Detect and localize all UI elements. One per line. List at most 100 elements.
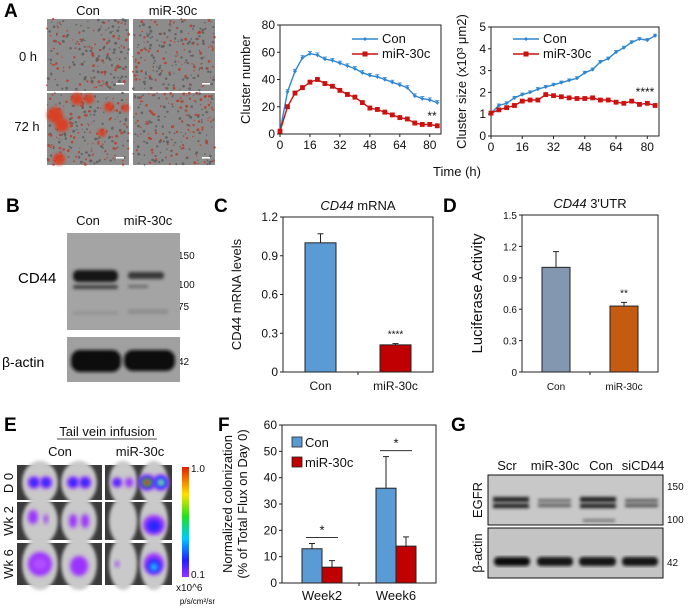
y-tick-label: 1.2 [261, 210, 278, 224]
panel-e-imaging: Tail vein infusion Con miR-30c D 0 Wk 2 … [1, 424, 215, 606]
data-point-con [352, 66, 357, 71]
y-tick-label: 1.2 [503, 242, 517, 253]
col-label-mir30c: miR-30c [149, 3, 198, 18]
panel-label-a: A [4, 1, 18, 22]
title-gene: CD44 [320, 198, 353, 213]
x-tick-label: Con [309, 379, 331, 393]
data-point-con [420, 96, 425, 101]
data-point-mir30c [322, 81, 328, 86]
bar-mir30c-week2 [321, 566, 343, 584]
marker-150: 150 [178, 251, 195, 262]
bioluminescence-image-wk6-mir30c [105, 537, 172, 591]
row-label-wk2: Wk 2 [1, 506, 16, 536]
data-point-con [574, 76, 579, 81]
data-point-con [512, 95, 517, 100]
lane-label-mir30c: miR-30c [531, 458, 580, 473]
y-tick-label: 60 [264, 418, 278, 432]
panel-label-d: D [443, 196, 457, 217]
y-axis-label: (% of Total Flux on Day 0) [235, 429, 250, 578]
legend-marker [363, 37, 367, 41]
y-tick-label: 0 [511, 368, 517, 379]
y-tick-label: 0 [271, 365, 278, 379]
data-point-con [367, 73, 372, 78]
x-tick-label: 0 [277, 138, 284, 152]
y-tick-label: 50 [264, 444, 278, 458]
data-point-mir30c [644, 100, 650, 106]
data-point-con [292, 69, 297, 74]
significance-marker: **** [388, 330, 404, 341]
micrograph-con-0h [46, 17, 130, 91]
data-point-con [543, 84, 548, 89]
colorbar-unit: p/s/cm²/sr [180, 597, 215, 606]
signal-blob [70, 556, 89, 576]
x-tick-label: 80 [423, 138, 437, 152]
lane-label-sicd44: siCD44 [622, 458, 665, 473]
x-tick-label: Con [547, 382, 565, 393]
data-point-con [520, 92, 525, 97]
cluster-size-chart: 0 1 2 3 4 5 0 16 32 48 64 80 Cluster size (x10³ μm2)… [454, 14, 660, 154]
data-point-con [390, 80, 395, 85]
imaging-title: Tail vein infusion [59, 424, 154, 439]
time-axis-label: Time (h) [433, 164, 481, 179]
data-point-con [307, 51, 312, 56]
signal-blob [81, 478, 90, 487]
y-tick-label: 0.6 [503, 305, 517, 316]
data-point-mir30c [359, 100, 365, 106]
colorbar-max: 1.0 [191, 464, 205, 475]
panel-label-b: B [6, 196, 20, 217]
data-point-con [645, 38, 650, 43]
y-tick-label: 2 [479, 85, 486, 99]
title-rest: 3'UTR [587, 196, 627, 211]
data-point-mir30c [419, 122, 425, 127]
panel-b-western-blot: Con miR-30c CD44 β-actin 150 100 75 42 [2, 213, 195, 382]
data-point-mir30c [374, 107, 380, 112]
lane-label-scr: Scr [497, 458, 517, 473]
data-point-con [412, 93, 417, 98]
data-point-mir30c [504, 105, 510, 111]
micrograph-mir-0h [132, 18, 216, 92]
y-tick-label: 3 [479, 64, 486, 78]
data-point-mir30c [404, 116, 410, 122]
data-point-mir30c [434, 123, 440, 129]
data-point-con [496, 103, 501, 108]
x-tick-label: miR-30c [605, 382, 642, 393]
bar-con-week6 [375, 487, 397, 584]
legend-marker [523, 51, 529, 57]
data-point-mir30c [527, 97, 533, 103]
y-axis-label: Cluster size (x10³ μm2) [454, 14, 469, 149]
series-line-mir30c [490, 93, 656, 114]
y-tick-label: 1 [479, 107, 486, 121]
data-point-con [330, 58, 335, 63]
mouse [109, 537, 138, 591]
x-tick-label: 48 [363, 138, 377, 152]
signal-blob [81, 514, 90, 528]
data-point-mir30c [330, 83, 335, 89]
protein-label-bactin: β-actin [470, 533, 485, 572]
legend-marker [524, 37, 528, 41]
row-label-0h: 0 h [19, 49, 37, 64]
signal-blob [69, 478, 78, 487]
y-tick-label: 40 [264, 471, 278, 485]
egfr-bands [493, 497, 658, 522]
signal-blob [149, 563, 158, 571]
data-point-mir30c [382, 109, 388, 115]
data-point-con [528, 90, 533, 95]
panel-label-e: E [4, 415, 17, 436]
marker-75: 75 [178, 302, 190, 313]
bioluminescence-image-wk6-con [17, 537, 102, 591]
bactin-blot [487, 527, 664, 579]
y-tick-label: 0.3 [503, 337, 517, 348]
chart-title: CD44 mRNA [320, 198, 395, 213]
series-line-con [279, 52, 438, 132]
bactin-bands [71, 350, 175, 372]
data-point-mir30c [367, 105, 373, 111]
data-point-con [300, 55, 305, 60]
bar-con [541, 266, 571, 373]
panel-a-images: Con miR-30c 0 h 72 h [14, 3, 216, 166]
mouse [109, 497, 138, 545]
legend-swatch [291, 456, 303, 468]
data-point-con [629, 40, 634, 45]
data-point-con [322, 57, 327, 62]
data-point-mir30c [637, 101, 642, 107]
y-tick-label: 20 [262, 100, 276, 114]
